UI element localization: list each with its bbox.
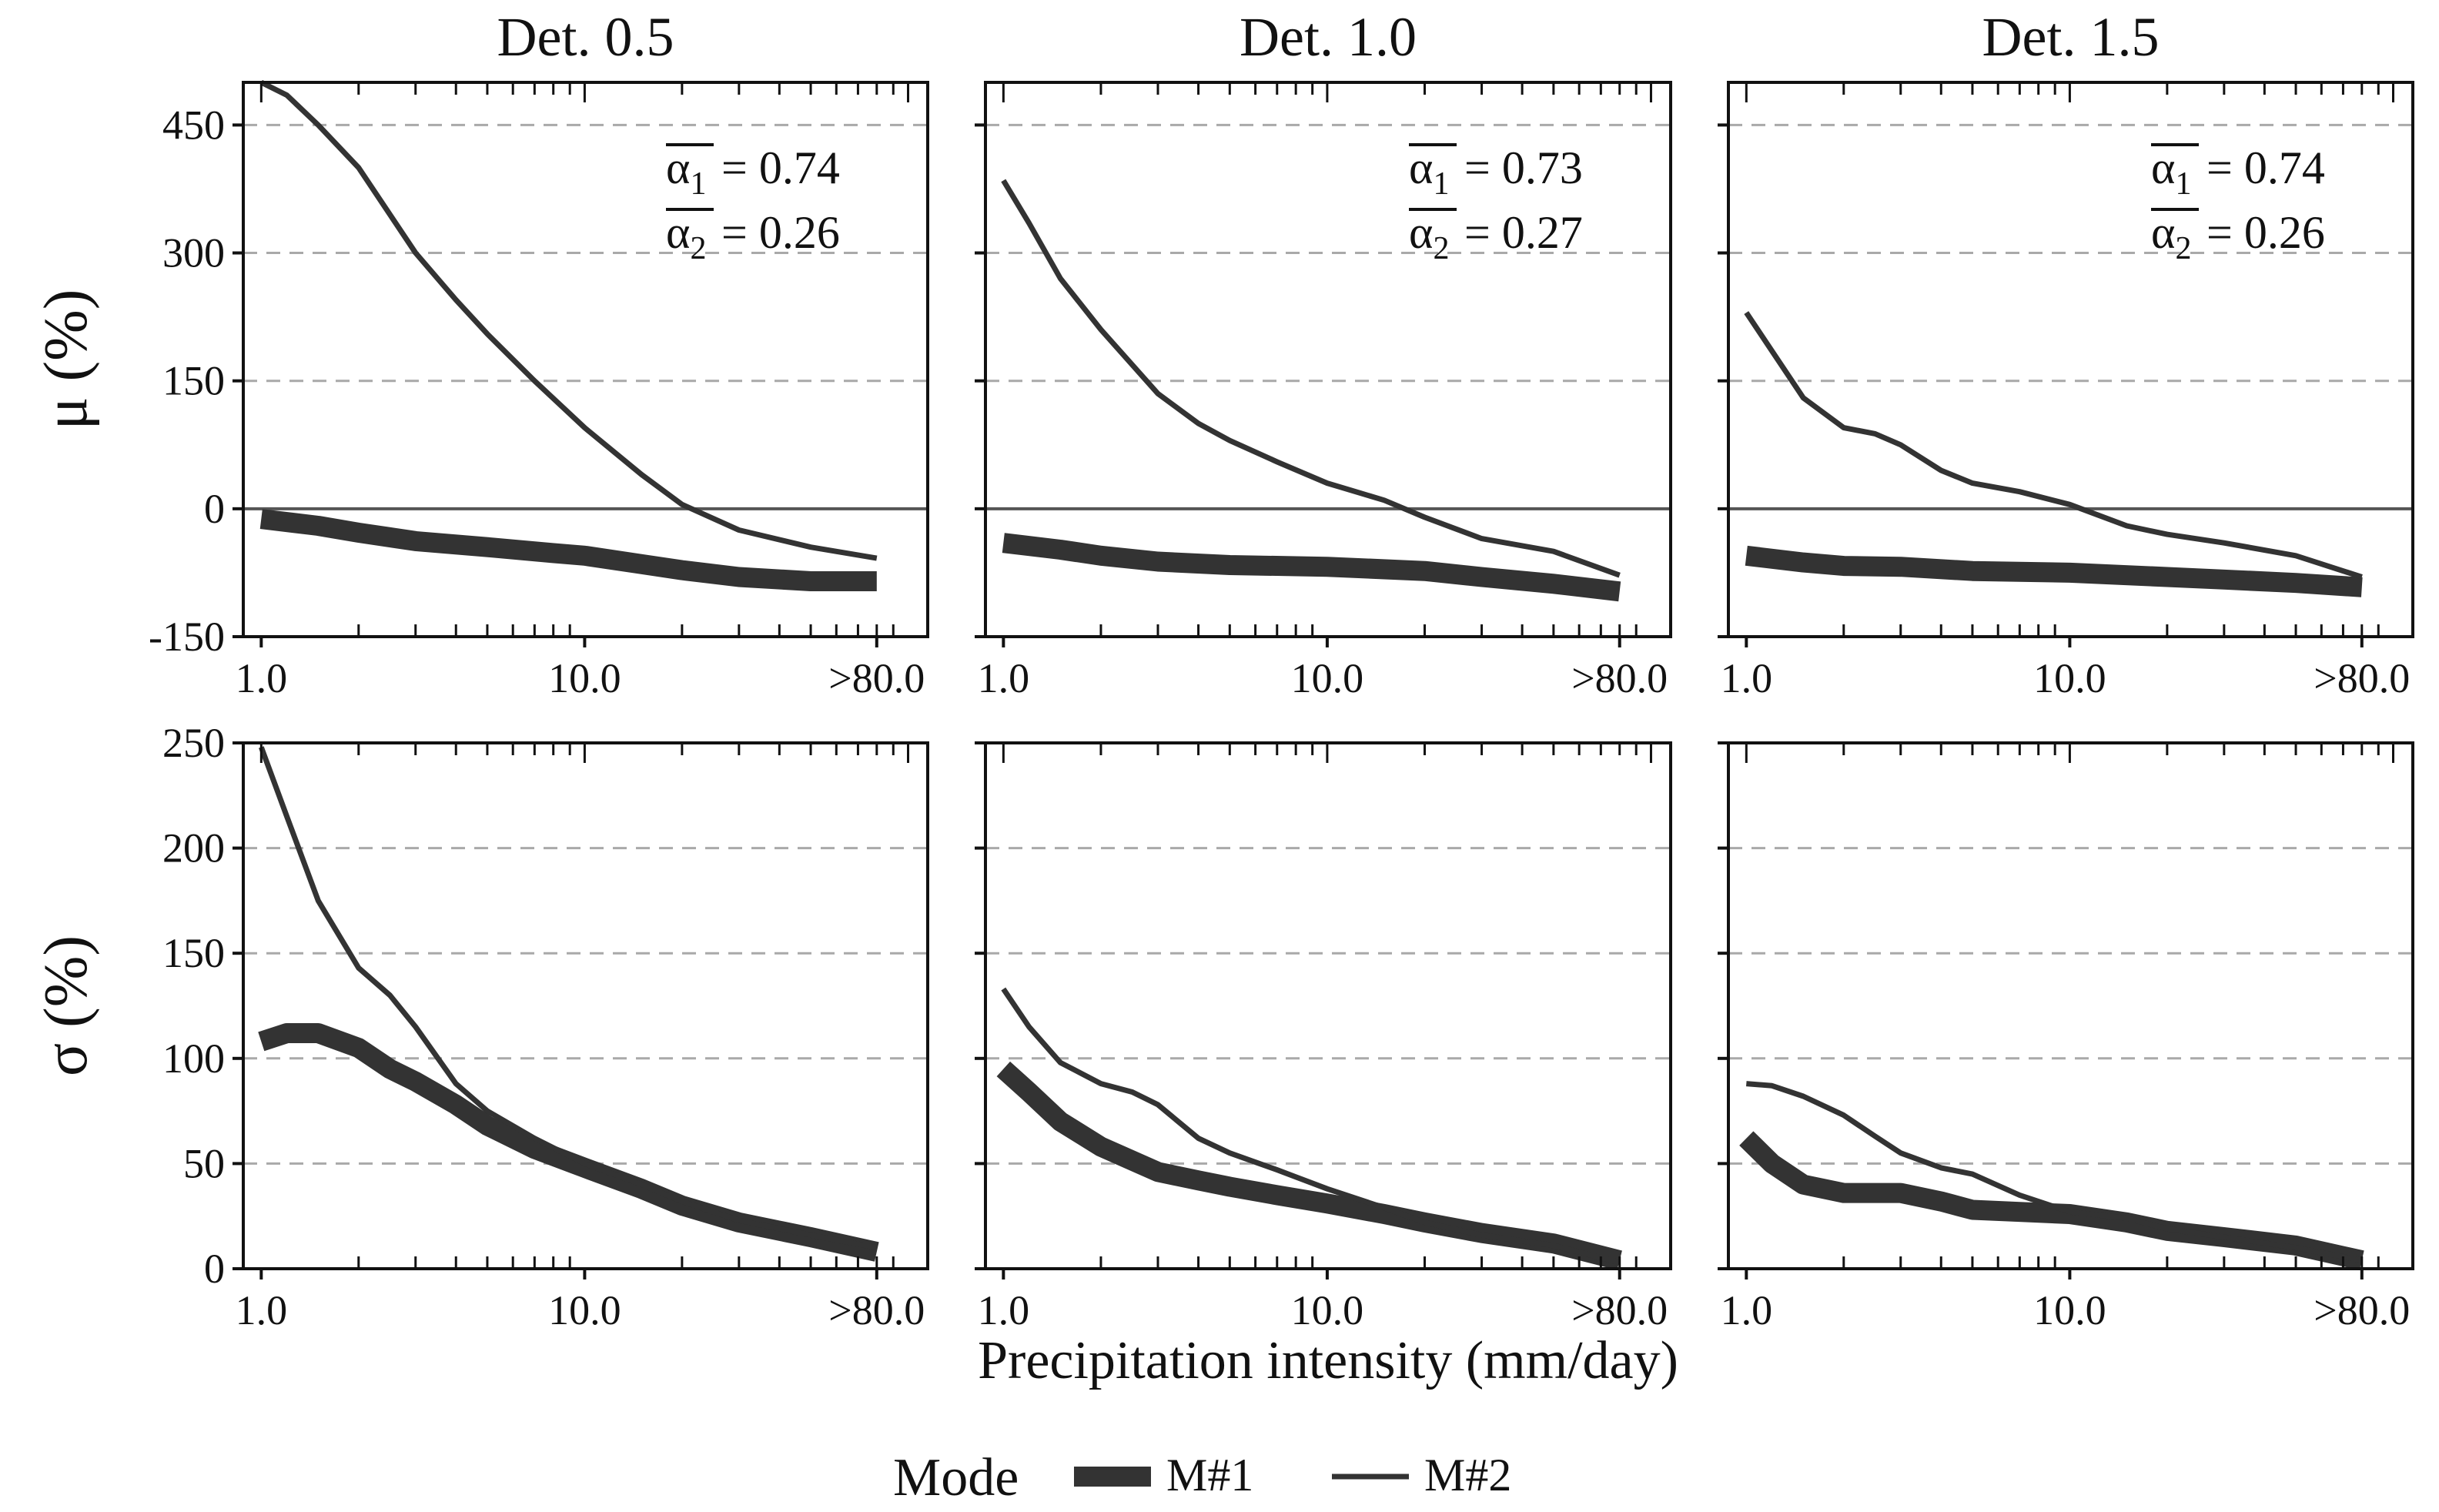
series-line-m1: [1745, 545, 2363, 597]
series-line-m1: [258, 1023, 879, 1262]
series-line-m1: [259, 509, 877, 591]
alpha-label: α2: [1409, 207, 1449, 266]
column-title: Det. 1.5: [1982, 6, 2160, 68]
y-tick-label: 0: [204, 486, 225, 532]
column-title: Det. 1.0: [1240, 6, 1417, 68]
alpha-label: α2: [666, 207, 706, 266]
y-tick-label: 200: [162, 825, 225, 871]
legend-label: M#1: [1166, 1450, 1253, 1500]
series-line-m2: [1744, 311, 2363, 580]
y-tick-label: 300: [162, 230, 225, 276]
series-line-m2: [259, 79, 878, 561]
y-tick-label: 0: [204, 1246, 225, 1292]
y-tick-label: -150: [149, 614, 225, 660]
y-tick-label: 50: [183, 1140, 225, 1186]
x-tick-label: >80.0: [828, 1287, 925, 1333]
x-tick-label: 1.0: [236, 655, 288, 701]
x-axis-label: Precipitation intensity (mm/day): [978, 1331, 1678, 1390]
panel-0-1: 1.0 10.0 >80.0: [975, 81, 1672, 701]
x-tick-label: 10.0: [548, 655, 621, 701]
x-tick-label: 1.0: [1721, 655, 1773, 701]
alpha-value: = 0.73: [1464, 142, 1583, 193]
legend-label: M#2: [1424, 1450, 1511, 1500]
alpha-annotation: α1 = 0.74 α2 = 0.26: [666, 142, 840, 266]
y-tick-label: 450: [162, 102, 225, 148]
x-tick-label: 10.0: [2033, 655, 2106, 701]
alpha-annotation: α1 = 0.73 α2 = 0.27: [1409, 142, 1583, 266]
alpha-value: = 0.27: [1464, 207, 1583, 258]
panel-1-2: 1.0 10.0 >80.0: [1718, 741, 2414, 1333]
y-tick-label: 100: [162, 1035, 225, 1082]
x-tick-label: 10.0: [1291, 655, 1364, 701]
series-line-m2: [1746, 1081, 2363, 1263]
series-line-m1: [1002, 533, 1621, 602]
alpha-annotation: α1 = 0.74 α2 = 0.26: [2151, 142, 2325, 266]
alpha-value: = 0.74: [2206, 142, 2325, 193]
x-tick-label: 1.0: [978, 1287, 1030, 1333]
alpha-label: α2: [2151, 207, 2191, 266]
x-tick-label: >80.0: [1571, 1287, 1668, 1333]
y-tick-label: 150: [162, 930, 225, 976]
panel-0-0: -150 0 150 300 450 1.0 10.0 >80.0: [149, 79, 929, 701]
legend-title: Mode: [893, 1448, 1019, 1507]
x-tick-label: >80.0: [2314, 1287, 2410, 1333]
x-tick-label: 1.0: [1721, 1287, 1773, 1333]
panel-1-1: 1.0 10.0 >80.0: [975, 741, 1672, 1333]
alpha-label: α1: [2151, 142, 2191, 202]
legend: Mode M#1 M#2: [893, 1448, 1511, 1507]
alpha-label: α1: [666, 142, 706, 202]
x-tick-label: 10.0: [1291, 1287, 1364, 1333]
alpha-value: = 0.26: [2206, 207, 2325, 258]
column-title: Det. 0.5: [497, 6, 674, 68]
series-line-m2: [259, 746, 878, 1251]
y-axis-label: μ (%): [32, 289, 100, 430]
alpha-value: = 0.74: [721, 142, 840, 193]
panel-1-0: 0 50 100 150 200 250 1.0 10.0 >80.0: [162, 720, 929, 1333]
x-tick-label: 1.0: [236, 1287, 288, 1333]
alpha-value: = 0.26: [721, 207, 840, 258]
x-tick-label: 1.0: [978, 655, 1030, 701]
panel-0-2: 1.0 10.0 >80.0: [1718, 81, 2414, 701]
x-tick-label: >80.0: [828, 655, 925, 701]
y-tick-label: 150: [162, 358, 225, 404]
series-line-m2: [1001, 179, 1621, 578]
panel-frame: [242, 741, 929, 1270]
y-tick-label: 250: [162, 720, 225, 766]
x-tick-label: >80.0: [1571, 655, 1668, 701]
x-tick-label: >80.0: [2314, 655, 2410, 701]
series-line-m2: [1001, 987, 1621, 1266]
x-tick-label: 10.0: [548, 1287, 621, 1333]
y-axis-label: σ (%): [32, 935, 100, 1076]
alpha-label: α1: [1409, 142, 1449, 202]
x-tick-label: 10.0: [2033, 1287, 2106, 1333]
